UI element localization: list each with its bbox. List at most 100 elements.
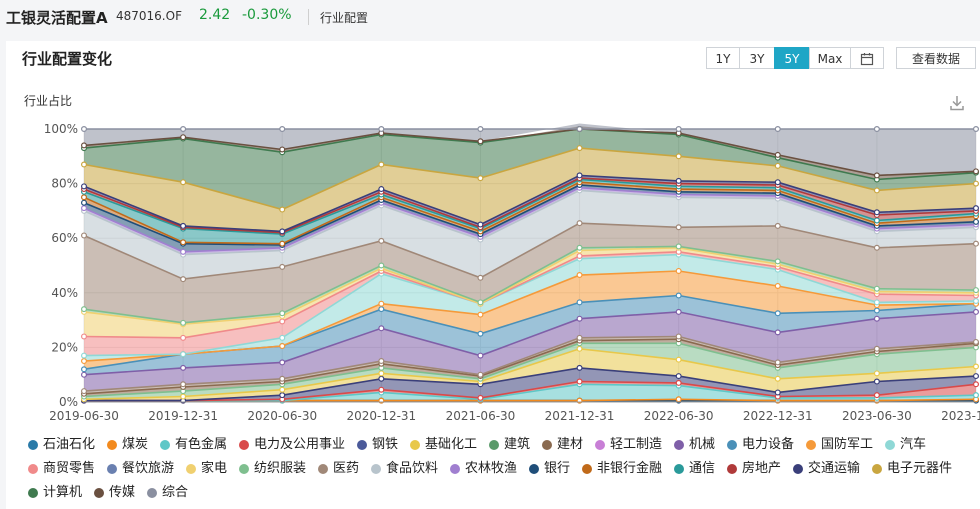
point-国防军工[interactable] — [80, 358, 87, 365]
point-交通运输[interactable] — [972, 373, 979, 380]
point-交通运输-2[interactable] — [378, 186, 385, 193]
point-综合[interactable] — [576, 125, 583, 132]
point-医药[interactable] — [477, 371, 484, 378]
point-综合[interactable] — [378, 125, 385, 132]
point-纺织服装-2[interactable] — [972, 287, 979, 294]
point-电力设备[interactable] — [774, 310, 781, 317]
point-机械[interactable] — [675, 308, 682, 315]
point-综合[interactable] — [180, 125, 187, 132]
point-电子元器件[interactable] — [477, 175, 484, 182]
point-电力设备[interactable] — [477, 330, 484, 337]
point-综合[interactable] — [477, 125, 484, 132]
point-机械[interactable] — [180, 364, 187, 371]
point-医药-2[interactable] — [774, 222, 781, 229]
point-交通运输[interactable] — [675, 373, 682, 380]
point-国防军工[interactable] — [477, 311, 484, 318]
view-data-button[interactable]: 查看数据 — [896, 47, 976, 69]
point-传媒[interactable] — [774, 151, 781, 158]
point-医药-2[interactable] — [972, 240, 979, 247]
point-电力设备[interactable] — [873, 307, 880, 314]
point-电子元器件[interactable] — [378, 161, 385, 168]
point-汽车[interactable] — [873, 299, 880, 306]
range-button-1y[interactable]: 1Y — [706, 47, 740, 69]
point-医药[interactable] — [378, 358, 385, 365]
point-医药[interactable] — [675, 333, 682, 340]
point-医药[interactable] — [873, 345, 880, 352]
point-纺织服装-2[interactable] — [873, 285, 880, 292]
download-icon[interactable] — [948, 94, 966, 112]
point-商贸零售[interactable] — [80, 333, 87, 340]
point-国防军工[interactable] — [576, 272, 583, 279]
point-交通运输-2[interactable] — [774, 179, 781, 186]
point-交通运输[interactable] — [873, 378, 880, 385]
point-电力设备[interactable] — [675, 292, 682, 299]
point-医药-2[interactable] — [279, 263, 286, 270]
point-交通运输[interactable] — [378, 375, 385, 382]
point-商贸零售[interactable] — [576, 252, 583, 259]
point-国防军工[interactable] — [774, 282, 781, 289]
point-电子元器件[interactable] — [774, 162, 781, 169]
point-交通运输[interactable] — [774, 389, 781, 396]
point-基础化工[interactable] — [873, 370, 880, 377]
point-综合[interactable] — [80, 125, 87, 132]
range-button-5y[interactable]: 5Y — [774, 47, 810, 69]
tab-industry-allocation[interactable]: 行业配置 — [320, 11, 369, 25]
point-机械[interactable] — [873, 315, 880, 322]
point-电力及公用事业[interactable] — [972, 381, 979, 388]
point-纺织服装-2[interactable] — [279, 310, 286, 317]
point-交通运输-2[interactable] — [477, 221, 484, 228]
point-机械[interactable] — [378, 325, 385, 332]
point-综合[interactable] — [675, 125, 682, 132]
point-机械[interactable] — [477, 352, 484, 359]
point-医药[interactable] — [180, 381, 187, 388]
point-商贸零售[interactable] — [180, 334, 187, 341]
point-基础化工[interactable] — [576, 345, 583, 352]
point-交通运输-2[interactable] — [279, 228, 286, 235]
point-电力设备[interactable] — [378, 306, 385, 313]
point-机械[interactable] — [774, 329, 781, 336]
point-传媒[interactable] — [279, 146, 286, 153]
point-基础化工[interactable] — [972, 363, 979, 370]
point-传媒[interactable] — [873, 172, 880, 179]
point-国防军工[interactable] — [378, 300, 385, 307]
point-非银行金融[interactable] — [279, 240, 286, 247]
point-纺织服装-2[interactable] — [675, 243, 682, 250]
point-传媒[interactable] — [972, 168, 979, 175]
point-交通运输-2[interactable] — [80, 183, 87, 190]
point-电子元器件[interactable] — [675, 153, 682, 160]
point-电力及公用事业[interactable] — [576, 378, 583, 385]
point-医药-2[interactable] — [873, 244, 880, 251]
point-医药-2[interactable] — [576, 220, 583, 227]
point-纺织服装-2[interactable] — [180, 319, 187, 326]
point-非银行金融[interactable] — [180, 239, 187, 246]
point-机械[interactable] — [972, 308, 979, 315]
point-基础化工[interactable] — [279, 386, 286, 393]
point-综合[interactable] — [279, 125, 286, 132]
point-汽车[interactable] — [972, 297, 979, 304]
point-纺织服装-2[interactable] — [80, 306, 87, 313]
point-交通运输-2[interactable] — [576, 172, 583, 179]
point-传媒[interactable] — [477, 138, 484, 145]
point-农林牧渔[interactable] — [80, 205, 87, 212]
point-银行-2[interactable] — [972, 218, 979, 225]
point-医药[interactable] — [972, 338, 979, 345]
point-煤炭[interactable] — [675, 396, 682, 403]
point-国防军工[interactable] — [279, 343, 286, 350]
point-传媒[interactable] — [180, 134, 187, 141]
point-通信[interactable] — [873, 217, 880, 224]
point-综合[interactable] — [774, 125, 781, 132]
point-交通运输-2[interactable] — [180, 222, 187, 229]
point-汽车[interactable] — [279, 334, 286, 341]
point-电子元器件[interactable] — [972, 180, 979, 187]
point-医药[interactable] — [80, 388, 87, 395]
point-机械[interactable] — [80, 371, 87, 378]
point-医药[interactable] — [774, 359, 781, 366]
point-汽车[interactable] — [180, 351, 187, 358]
point-纺织服装-2[interactable] — [774, 258, 781, 265]
point-纺织服装-2[interactable] — [576, 244, 583, 251]
point-电子元器件[interactable] — [576, 145, 583, 152]
point-医药-2[interactable] — [378, 237, 385, 244]
point-电力设备[interactable] — [80, 366, 87, 373]
point-基础化工[interactable] — [180, 393, 187, 400]
point-医药-2[interactable] — [80, 232, 87, 239]
